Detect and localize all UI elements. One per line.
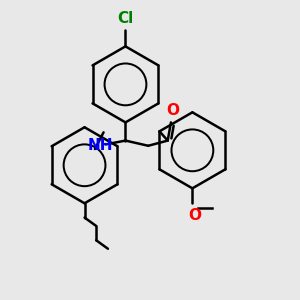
- Text: O: O: [188, 208, 202, 223]
- Text: NH: NH: [88, 138, 113, 153]
- Text: O: O: [166, 103, 179, 118]
- Text: Cl: Cl: [117, 11, 134, 26]
